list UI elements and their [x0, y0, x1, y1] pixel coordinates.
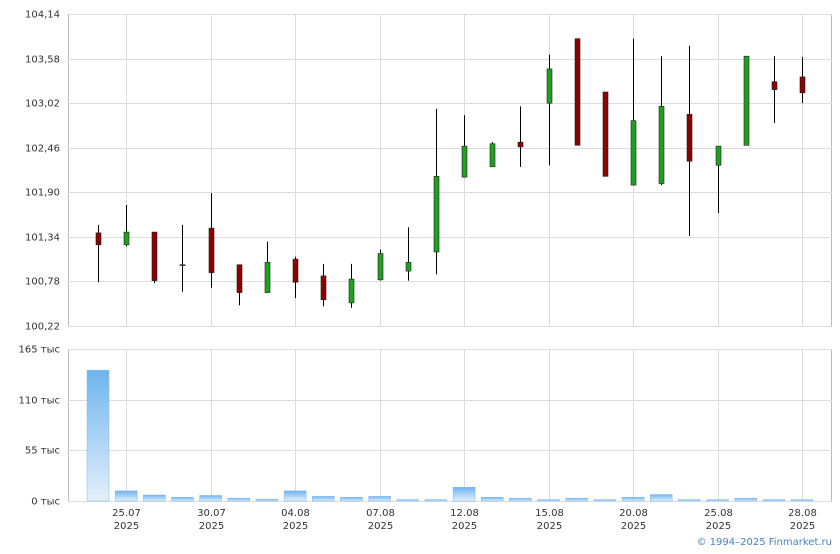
x-tick-label: 15.08	[535, 508, 564, 519]
candle-body	[771, 81, 778, 90]
x-tick-label: 20.08	[619, 508, 648, 519]
volume-bar	[678, 499, 701, 502]
candle-body	[95, 232, 102, 246]
candle-body	[292, 258, 299, 283]
candle-body	[264, 262, 271, 293]
copyright: © 1994–2025 Finmarket.ru	[696, 537, 832, 548]
y-tick-label: 0 тыс	[31, 497, 60, 508]
volume-bar	[312, 496, 335, 502]
candle-body	[715, 145, 722, 166]
volume-bar	[114, 490, 138, 502]
volume-bar	[565, 497, 588, 502]
x-tick-year: 2025	[706, 521, 731, 532]
volume-bar	[396, 499, 420, 502]
volume-bar	[86, 369, 110, 502]
y-tick-label: 110 тыс	[19, 396, 60, 407]
volume-bar	[199, 495, 222, 502]
volume-bar	[706, 499, 729, 502]
candle-body	[461, 145, 468, 178]
candle-body	[433, 176, 440, 253]
y-tick-label: 103,58	[25, 55, 60, 66]
volume-bar	[255, 498, 279, 502]
y-tick-label: 103,02	[25, 99, 60, 110]
candle-body	[517, 141, 524, 148]
y-tick-label: 101,34	[25, 233, 60, 244]
x-tick-year: 2025	[452, 521, 477, 532]
candle-body	[236, 264, 243, 293]
volume-frame	[68, 349, 832, 502]
candle-body	[799, 76, 806, 94]
x-tick-year: 2025	[199, 521, 224, 532]
volume-bar	[734, 497, 757, 502]
y-tick-label: 102,46	[25, 144, 60, 155]
candle-body	[743, 55, 750, 146]
y-tick-label: 100,78	[25, 277, 60, 288]
x-tick-year: 2025	[368, 521, 393, 532]
candle-body	[377, 253, 384, 281]
x-tick-year: 2025	[790, 521, 815, 532]
volume-bar	[593, 499, 617, 502]
candle-body	[686, 113, 693, 162]
candle-body	[630, 120, 637, 186]
y-tick-label: 55 тыс	[25, 446, 60, 457]
volume-bar	[368, 496, 391, 502]
x-tick-label: 30.07	[197, 508, 226, 519]
x-tick-label: 12.08	[450, 508, 479, 519]
volume-bar	[452, 486, 476, 502]
volume-bar	[621, 497, 645, 502]
candle-body	[489, 143, 496, 168]
volume-bar	[227, 497, 251, 502]
x-tick-label: 25.08	[704, 508, 733, 519]
volume-bar	[424, 499, 448, 502]
x-tick-year: 2025	[537, 521, 562, 532]
candle-body	[123, 231, 130, 246]
candle-body	[405, 262, 412, 272]
candle-body	[348, 278, 355, 304]
volume-bar	[480, 497, 504, 502]
candle-body	[574, 38, 581, 146]
candle-body	[546, 68, 553, 104]
candle-body	[179, 264, 186, 267]
x-tick-label: 25.07	[112, 508, 141, 519]
volume-bar	[790, 499, 814, 502]
candle-body	[602, 91, 609, 177]
x-tick-label: 07.08	[366, 508, 395, 519]
x-tick-label: 04.08	[281, 508, 310, 519]
x-tick-year: 2025	[283, 521, 308, 532]
y-tick-label: 100,22	[25, 322, 60, 333]
volume-bar	[537, 499, 560, 502]
candle-body	[151, 231, 158, 281]
x-tick-label: 28.08	[788, 508, 817, 519]
volume-bar	[762, 499, 786, 502]
y-tick-label: 104,14	[25, 10, 60, 21]
volume-bar	[340, 497, 363, 502]
y-tick-label: 101,90	[25, 188, 60, 199]
volume-bar	[509, 497, 532, 502]
volume-bar	[649, 494, 673, 502]
volume-bar	[283, 490, 307, 502]
volume-bar	[143, 494, 166, 502]
x-tick-year: 2025	[621, 521, 646, 532]
x-tick-year: 2025	[114, 521, 139, 532]
y-tick-label: 165 тыс	[19, 345, 60, 356]
candle-body	[208, 227, 215, 273]
volume-bar	[171, 497, 194, 502]
candle-body	[320, 275, 327, 301]
candle-body	[658, 106, 665, 184]
